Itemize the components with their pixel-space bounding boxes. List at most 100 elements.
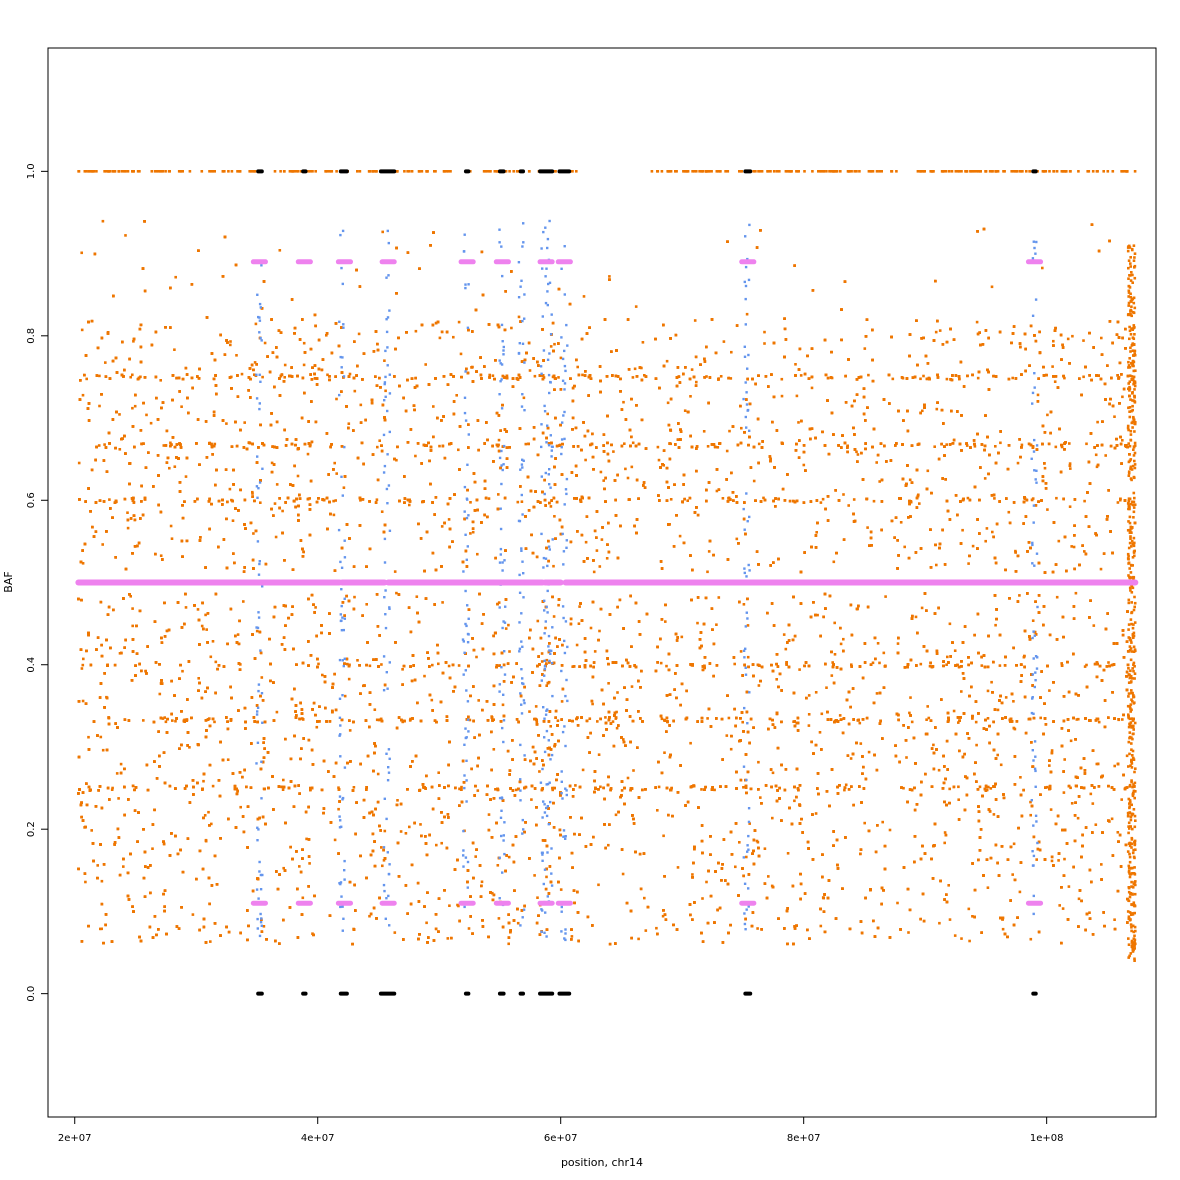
het-point: [707, 550, 711, 553]
het-point: [240, 372, 244, 376]
het-point: [722, 340, 726, 343]
het-point: [927, 716, 931, 720]
series-heterozygous: [77, 170, 1137, 962]
het-point: [960, 690, 963, 693]
het-point: [440, 525, 444, 528]
het-point: [501, 703, 505, 707]
het-point: [948, 622, 952, 626]
het-point: [414, 329, 418, 333]
het-point: [81, 663, 85, 667]
het-point: [947, 884, 950, 887]
het-point: [600, 538, 604, 541]
het-point: [656, 445, 660, 449]
het-point: [657, 458, 661, 462]
het-point: [540, 652, 544, 655]
het-point: [733, 662, 736, 666]
het-point: [315, 725, 319, 729]
het-point: [1012, 842, 1016, 846]
het-point: [842, 637, 845, 641]
het-point: [1110, 817, 1114, 821]
het-point: [381, 230, 384, 234]
het-point: [999, 763, 1003, 767]
het-point: [282, 866, 285, 870]
het-point: [380, 846, 383, 849]
het-point: [211, 640, 215, 643]
het-point: [544, 626, 547, 630]
het-point: [763, 342, 766, 345]
het-point: [497, 917, 501, 920]
het-point: [235, 354, 238, 357]
het-point: [643, 374, 646, 377]
het-point: [457, 664, 461, 667]
het-point: [611, 720, 615, 723]
het-point: [1075, 718, 1079, 721]
het-point: [204, 613, 207, 617]
het-point: [1104, 454, 1107, 457]
het-point: [746, 655, 750, 659]
het-point: [85, 377, 88, 381]
het-point: [571, 665, 574, 668]
het-point: [359, 499, 362, 502]
het-point: [1054, 445, 1058, 449]
het-point: [871, 661, 875, 665]
het-point: [441, 601, 444, 604]
het-point: [986, 717, 990, 720]
het-point: [1050, 749, 1054, 752]
het-point: [935, 563, 938, 567]
het-point: [251, 490, 254, 494]
het-point: [742, 786, 745, 789]
het-point: [1007, 510, 1011, 514]
het-point: [404, 832, 408, 835]
het-point: [333, 838, 337, 842]
het-point: [111, 786, 114, 790]
het-point: [706, 570, 709, 574]
het-point: [99, 735, 103, 739]
het-point: [727, 716, 731, 720]
het-point: [1083, 550, 1086, 553]
het-point: [437, 662, 440, 666]
het-point: [948, 918, 952, 921]
het-point: [425, 921, 428, 925]
het-point: [225, 422, 228, 425]
het-point: [119, 762, 123, 766]
het-point: [356, 659, 359, 662]
points-layer: [75, 169, 1139, 996]
het-point: [98, 404, 101, 408]
het-point: [1029, 800, 1032, 804]
het-point: [457, 448, 460, 452]
het-point: [347, 422, 351, 425]
het-point: [173, 465, 177, 468]
het-point: [715, 623, 718, 626]
het-point: [683, 409, 687, 412]
het-point: [641, 341, 645, 344]
het-point: [991, 530, 994, 534]
het-point: [575, 643, 579, 647]
het-point: [301, 896, 305, 900]
het-point: [616, 691, 619, 694]
het-point: [80, 251, 83, 255]
het-point: [459, 352, 463, 356]
het-point: [794, 363, 797, 366]
het-point: [209, 940, 212, 943]
het-point: [497, 601, 501, 604]
het-point: [1043, 466, 1047, 470]
het-point: [780, 394, 784, 398]
het-point: [382, 859, 386, 862]
het-point: [110, 788, 114, 791]
het-point: [352, 786, 356, 789]
het-point: [875, 461, 878, 464]
het-point: [1016, 461, 1020, 465]
het-point: [1055, 595, 1059, 599]
het-point: [896, 642, 900, 645]
het-point: [666, 401, 670, 405]
het-point: [624, 467, 627, 471]
het-point: [275, 483, 279, 486]
het-point: [689, 395, 692, 398]
het-point: [159, 554, 163, 557]
het-point: [631, 376, 635, 379]
het-point: [983, 477, 987, 480]
het-point: [261, 375, 264, 379]
het-point: [814, 691, 818, 694]
het-point: [696, 621, 699, 625]
het-point: [395, 591, 398, 595]
